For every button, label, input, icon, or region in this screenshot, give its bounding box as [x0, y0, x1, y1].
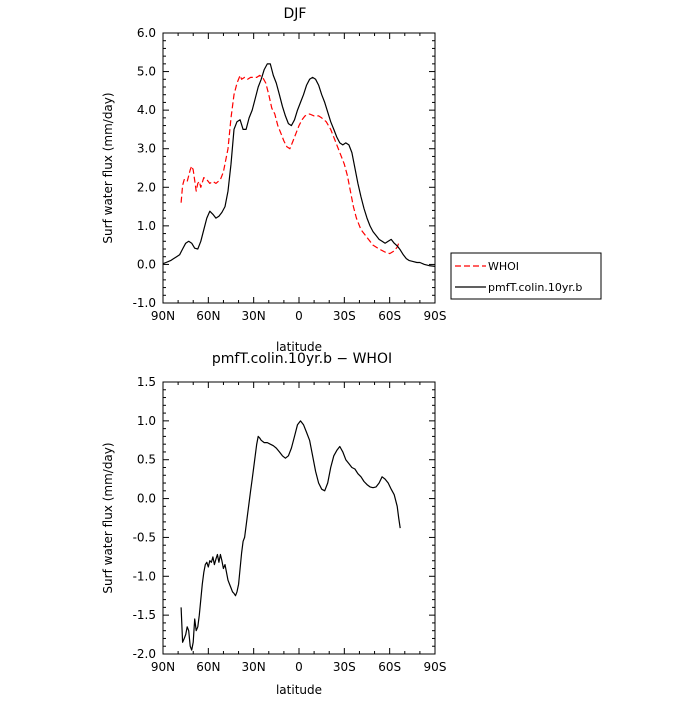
- series-lines: [162, 63, 436, 267]
- y-tick-label: -1.0: [133, 296, 156, 310]
- panel-djf: DJF 90N 60N 30N 0 30S 60S 90S -1.0 0.0 1.0 2.0 3.0…: [101, 6, 446, 354]
- y-tick-label: 0.0: [137, 257, 156, 271]
- x-tick-label: 60N: [196, 309, 220, 323]
- series-line-pmft-colin-10yr-b: [162, 63, 436, 267]
- y-tick-label: -1.5: [133, 608, 156, 622]
- chart-title: pmfT.colin.10yr.b − WHOI: [212, 351, 392, 367]
- x-tick-label: 90N: [151, 309, 175, 323]
- y-tick-label: -2.0: [133, 647, 156, 661]
- series-lines: [180, 420, 401, 651]
- x-tick-label: 90S: [424, 660, 447, 674]
- x-tick-label: 30N: [242, 309, 266, 323]
- legend-label-pmft: pmfT.colin.10yr.b: [488, 281, 582, 294]
- legend: WHOI pmfT.colin.10yr.b: [450, 252, 602, 300]
- x-tick-label: 0: [295, 309, 303, 323]
- x-tick-label: 90N: [151, 660, 175, 674]
- y-tick-label: 0.0: [137, 492, 156, 506]
- tick-marks: [162, 381, 436, 655]
- tick-marks: [162, 32, 436, 304]
- y-tick-label: -1.0: [133, 569, 156, 583]
- x-axis-label: latitude: [276, 340, 322, 354]
- y-tick-label: 3.0: [137, 142, 156, 156]
- x-tick-label: 0: [295, 660, 303, 674]
- y-axis-label: Surf water flux (mm/day): [101, 92, 115, 243]
- y-tick-label: 0.5: [137, 453, 156, 467]
- x-tick-label: 60S: [378, 660, 401, 674]
- x-tick-label: 90S: [424, 309, 447, 323]
- panel-difference: pmfT.colin.10yr.b − WHOI 90N 60N 30N 0 30S 60…: [101, 351, 446, 697]
- chart-title: DJF: [284, 6, 307, 22]
- y-tick-label: 1.0: [137, 414, 156, 428]
- y-tick-label: 5.0: [137, 65, 156, 79]
- series-line-whoi: [180, 74, 400, 255]
- y-tick-label: 4.0: [137, 103, 156, 117]
- x-tick-label: 30N: [242, 660, 266, 674]
- y-tick-labels: -1.0 0.0 1.0 2.0 3.0 4.0 5.0 6.0: [133, 26, 156, 310]
- x-axis-label: latitude: [276, 683, 322, 697]
- y-tick-labels: -2.0 -1.5 -1.0 -0.5 0.0 0.5 1.0 1.5: [133, 375, 156, 661]
- plot-frame: [162, 32, 436, 304]
- y-tick-label: 1.5: [137, 375, 156, 389]
- y-tick-label: 2.0: [137, 180, 156, 194]
- x-tick-label: 60N: [196, 660, 220, 674]
- x-tick-labels: 90N 60N 30N 0 30S 60S 90S: [151, 660, 447, 674]
- series-line-difference: [180, 420, 401, 651]
- y-tick-label: 1.0: [137, 219, 156, 233]
- x-tick-label: 60S: [378, 309, 401, 323]
- y-tick-label: 6.0: [137, 26, 156, 40]
- x-tick-label: 30S: [333, 660, 356, 674]
- legend-label-whoi: WHOI: [488, 260, 519, 273]
- y-tick-label: -0.5: [133, 530, 156, 544]
- x-tick-label: 30S: [333, 309, 356, 323]
- x-tick-labels: 90N 60N 30N 0 30S 60S 90S: [151, 309, 447, 323]
- legend-box: [450, 252, 602, 300]
- y-axis-label: Surf water flux (mm/day): [101, 442, 115, 593]
